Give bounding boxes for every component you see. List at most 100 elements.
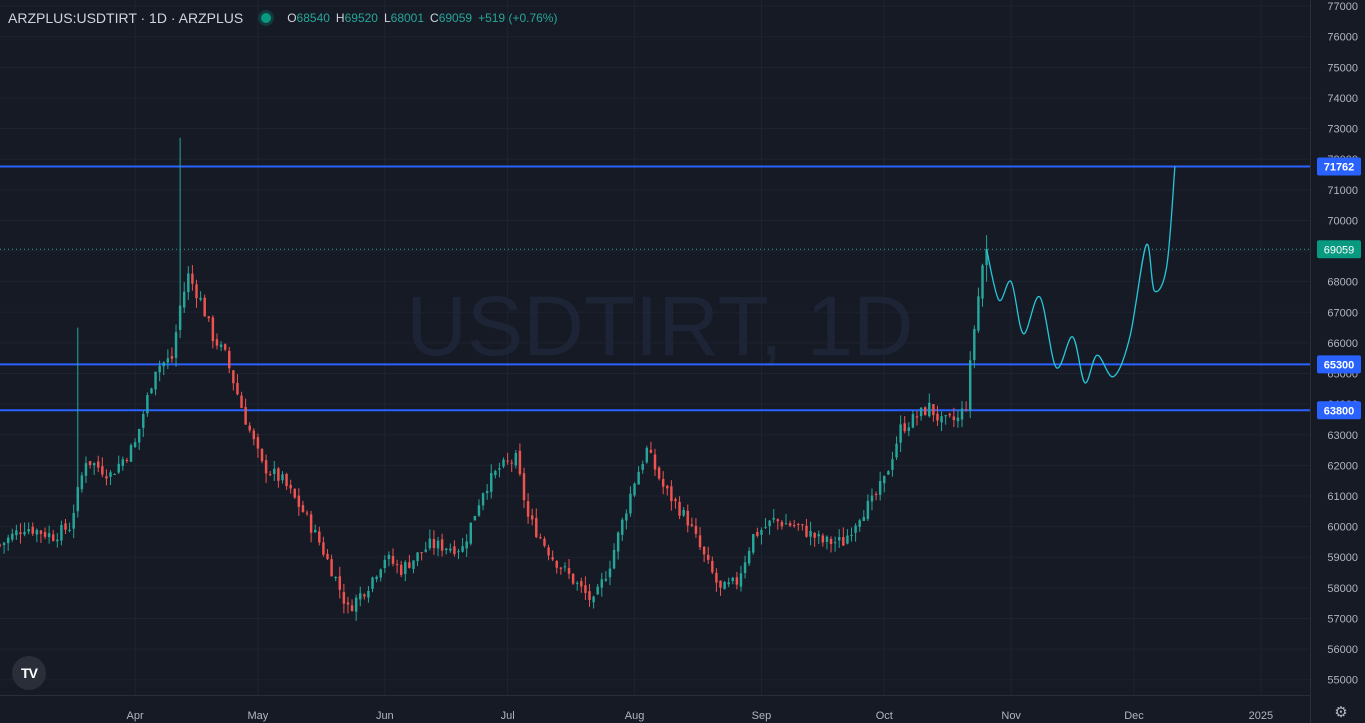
candle-body: [80, 475, 84, 490]
symbol-title[interactable]: ARZPLUS:USDTIRT · 1D · ARZPLUS: [8, 10, 244, 26]
candle: [535, 508, 538, 539]
candle-body: [625, 513, 628, 521]
candle-body: [174, 332, 178, 358]
candle: [661, 471, 665, 495]
candle: [854, 523, 857, 542]
candle: [117, 455, 120, 474]
candle: [670, 480, 673, 511]
candle: [575, 580, 579, 591]
candle: [752, 533, 755, 555]
candle-body: [612, 549, 616, 569]
candle-body: [837, 537, 841, 541]
price-level-tag-label: 65300: [1324, 359, 1355, 371]
candle: [641, 460, 644, 474]
candle-body: [571, 573, 575, 584]
candle: [715, 568, 718, 592]
candle-body: [629, 493, 632, 514]
candle: [133, 438, 137, 449]
candle-body: [682, 509, 685, 516]
candle: [154, 371, 157, 396]
gear-icon[interactable]: ⚙: [1334, 704, 1348, 721]
candle-body: [932, 404, 935, 416]
candle-body: [256, 437, 260, 449]
price-tick-label: 56000: [1327, 644, 1358, 656]
candle-body: [277, 468, 280, 481]
candle: [203, 294, 206, 317]
candle-body: [326, 553, 329, 560]
candle: [825, 535, 829, 550]
candle: [821, 533, 825, 547]
candle: [0, 543, 2, 548]
candle: [375, 575, 378, 583]
horizontal-levels[interactable]: [0, 165, 1310, 412]
candle-body: [817, 534, 820, 537]
candle: [936, 405, 939, 427]
candle-body: [780, 521, 784, 527]
candle-body: [244, 406, 247, 425]
candle-body: [453, 546, 456, 555]
candle: [64, 518, 67, 535]
candle-body: [367, 590, 370, 598]
candle-body: [530, 515, 534, 520]
candle: [166, 349, 170, 370]
candle-body: [539, 537, 542, 539]
candle-body: [297, 495, 301, 507]
ohlc-values: O68540 H69520 L68001 C69059 +519 (+0.76%…: [287, 11, 557, 25]
candle: [60, 520, 63, 546]
high-label: H: [335, 11, 345, 25]
candle: [862, 510, 866, 522]
candle-body: [363, 594, 366, 597]
time-axis[interactable]: Apr May Jun Jul Aug Sep Oct Nov Dec 2025: [0, 695, 1310, 723]
candle: [743, 555, 747, 579]
tradingview-logo-icon[interactable]: TV: [12, 656, 46, 690]
candle: [494, 469, 497, 479]
candle: [899, 415, 902, 452]
price-level-tag: [1317, 157, 1361, 176]
candle-body: [457, 551, 460, 553]
candle-body: [35, 529, 39, 535]
candle: [580, 577, 583, 593]
candle: [837, 529, 841, 548]
candle-body: [465, 541, 468, 549]
candle: [391, 548, 395, 567]
candle-body: [522, 473, 526, 501]
candle-body: [92, 463, 96, 466]
price-axis[interactable]: 55000 56000 57000 58000 59000 60000 61000 62000…: [1310, 0, 1365, 723]
candle-body: [743, 562, 747, 574]
candle-body: [47, 533, 51, 538]
candle-body: [23, 531, 26, 535]
candle: [182, 282, 186, 313]
candle: [719, 580, 722, 596]
price-tick-label: 63000: [1327, 430, 1358, 442]
candle-body: [113, 474, 116, 476]
candle: [792, 519, 796, 528]
candle-body: [313, 529, 317, 533]
time-tick-label: Jul: [501, 710, 515, 722]
price-tick-label: 75000: [1327, 62, 1358, 74]
candle: [702, 545, 706, 563]
close-label: C: [430, 11, 439, 25]
candle: [477, 499, 481, 517]
candle-body: [694, 525, 698, 534]
candle-body: [858, 520, 861, 527]
market-status-icon[interactable]: [261, 13, 272, 23]
candle-body: [555, 560, 558, 568]
candle-body: [6, 537, 10, 544]
candle: [498, 462, 501, 478]
candle-body: [776, 519, 780, 522]
projection-path[interactable]: [985, 166, 1176, 384]
candle: [387, 551, 391, 567]
low-value: 68001: [390, 11, 425, 25]
candle: [297, 488, 301, 516]
candle: [571, 573, 575, 585]
candle: [690, 517, 694, 528]
candle-body: [301, 505, 305, 512]
candle: [379, 568, 382, 582]
candle-body: [412, 560, 415, 569]
candle: [35, 528, 39, 543]
candle: [895, 436, 898, 461]
candle-body: [187, 273, 190, 293]
time-tick-label: Sep: [752, 710, 772, 722]
candle-body: [698, 535, 702, 548]
